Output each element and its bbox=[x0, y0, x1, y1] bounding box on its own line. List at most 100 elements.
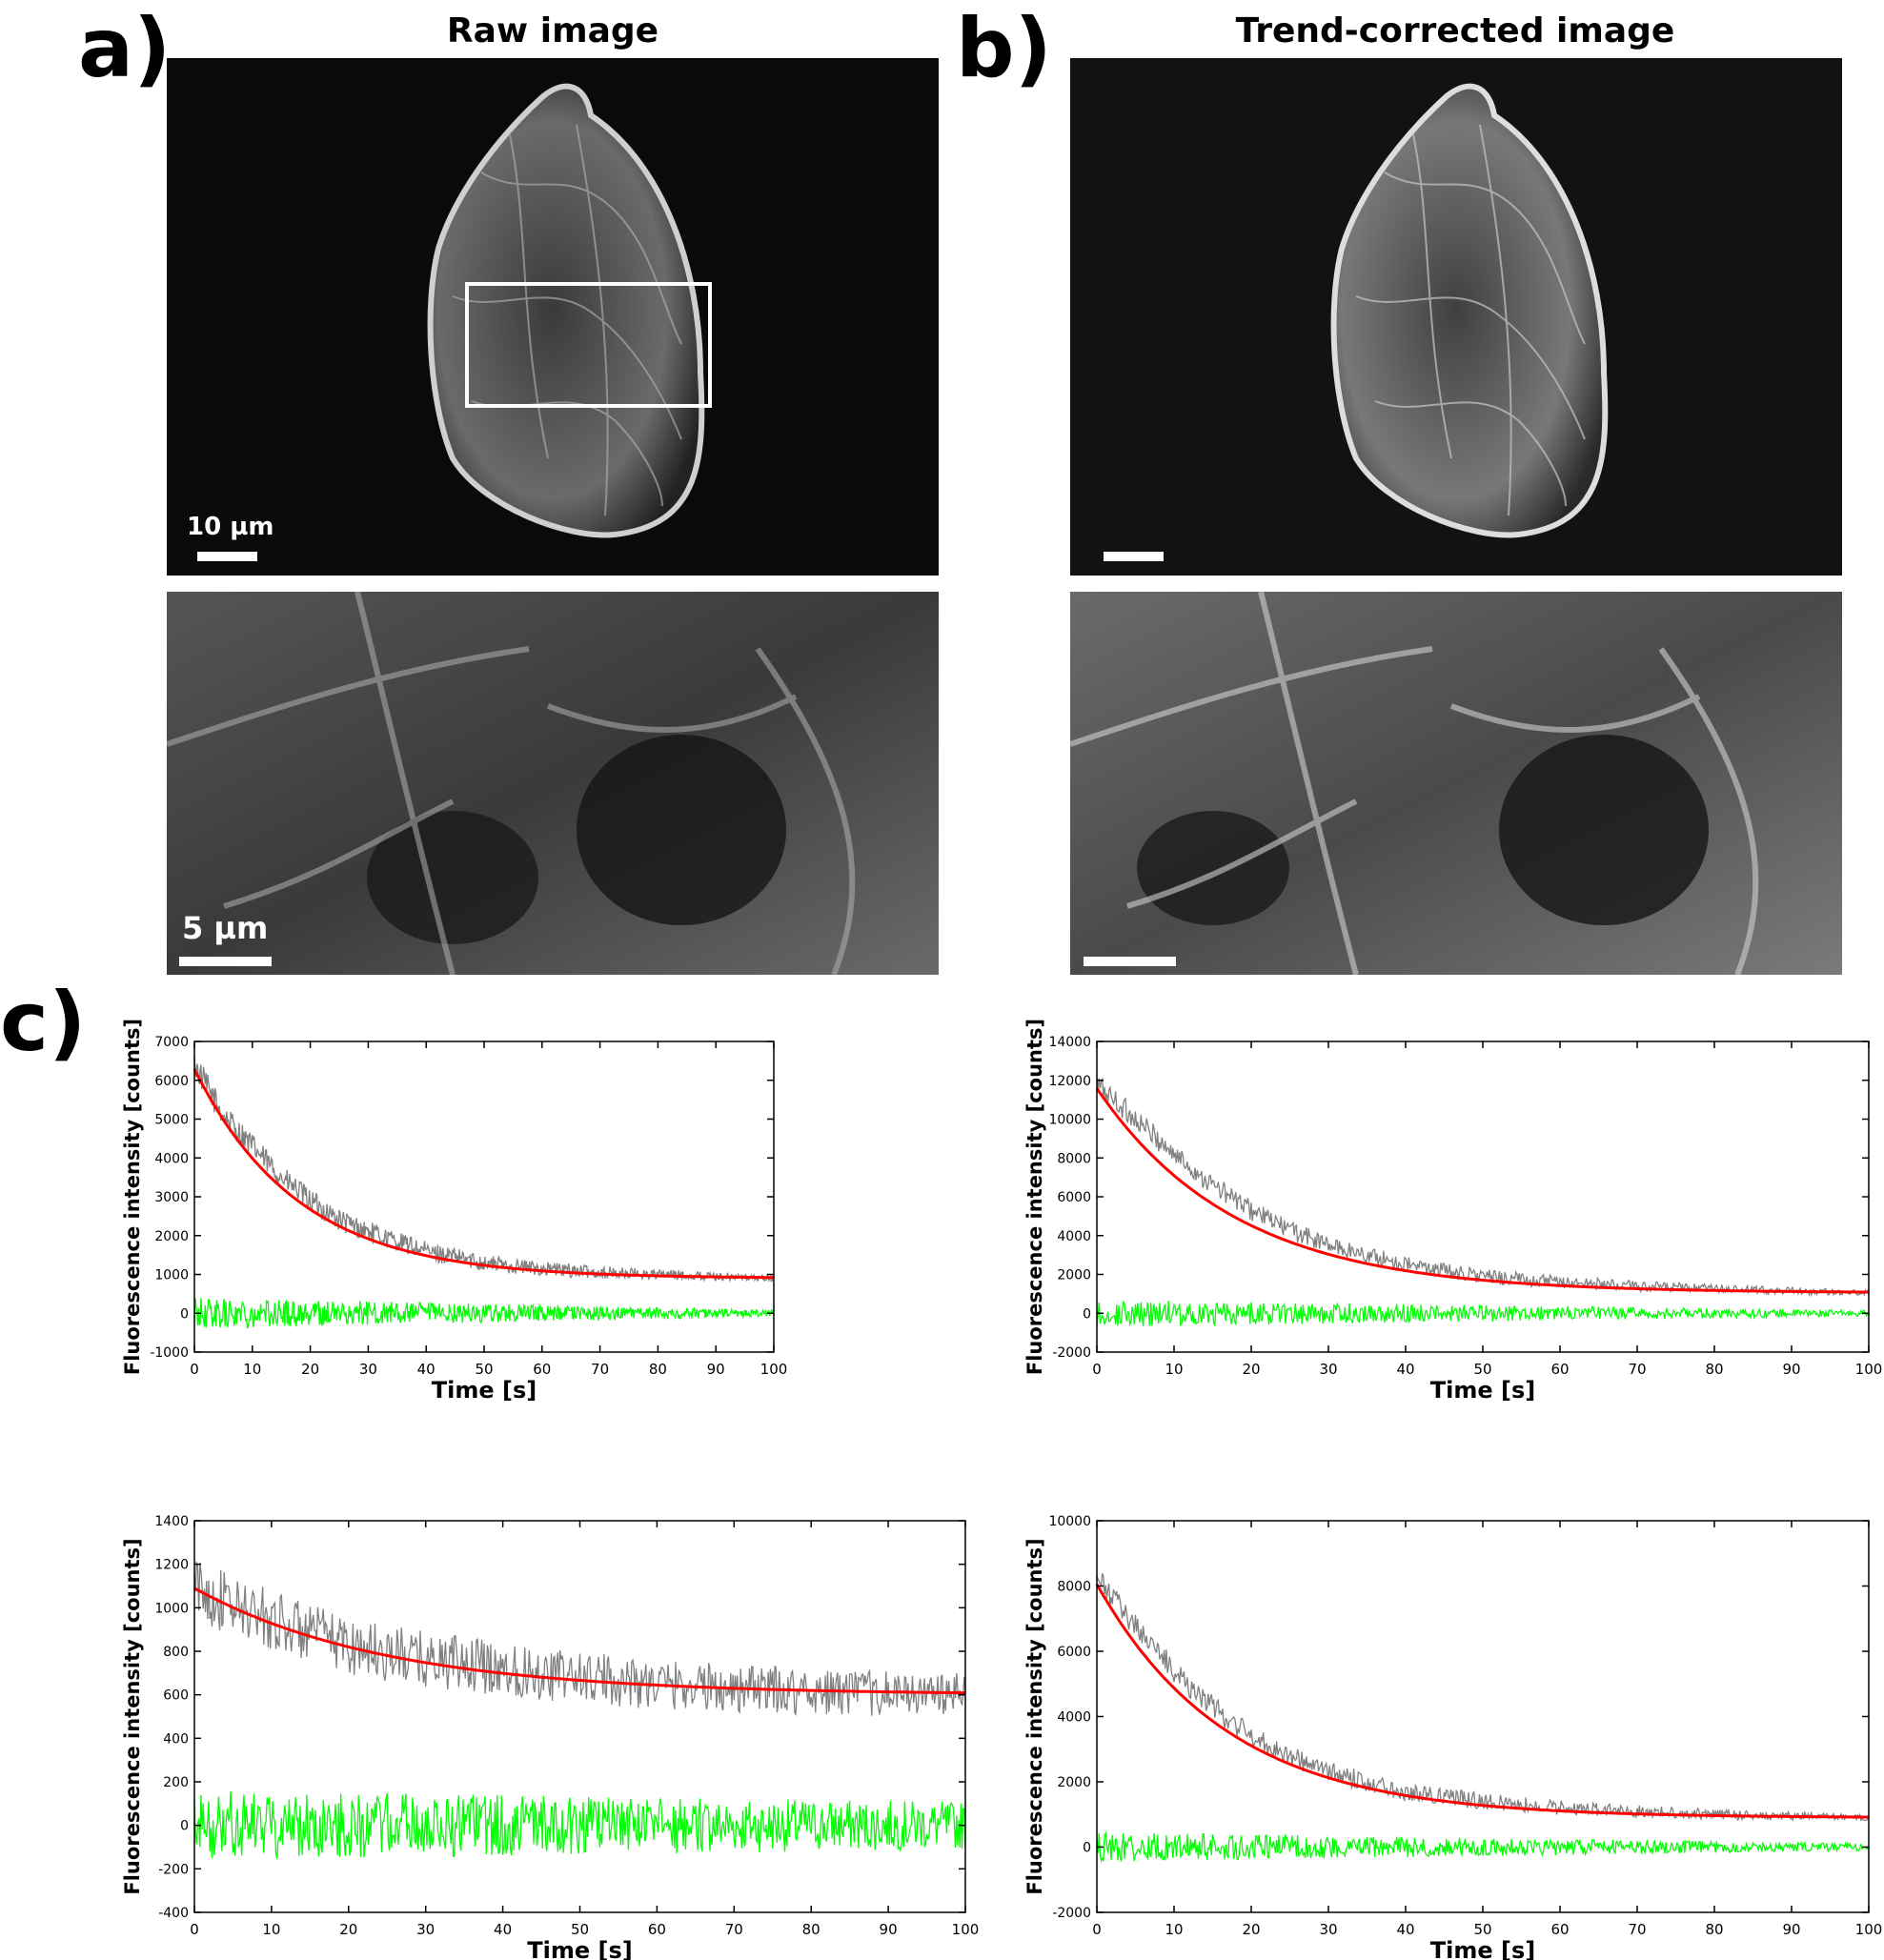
residual-trace bbox=[1096, 1830, 1870, 1863]
x-tick-label: 60 bbox=[648, 1921, 666, 1938]
x-axis-label: Time [s] bbox=[1430, 1937, 1535, 1960]
plot-frame bbox=[193, 1520, 966, 1913]
y-tick-label: 10000 bbox=[1048, 1514, 1091, 1529]
x-tick-label: 80 bbox=[802, 1921, 820, 1938]
y-tick-label: 4000 bbox=[154, 1151, 189, 1166]
raw-image-title: Raw image bbox=[446, 11, 659, 51]
y-tick-label: 4000 bbox=[1057, 1710, 1091, 1726]
x-tick-label: 70 bbox=[725, 1921, 743, 1938]
raw-trace bbox=[193, 1055, 775, 1283]
y-tick-label: 1200 bbox=[154, 1558, 189, 1573]
x-tick-label: 50 bbox=[475, 1361, 493, 1378]
x-tick-label: 40 bbox=[494, 1921, 512, 1938]
x-tick-label: 0 bbox=[190, 1921, 199, 1938]
y-tick-label: 0 bbox=[180, 1819, 189, 1834]
y-tick-label: 400 bbox=[163, 1731, 189, 1747]
y-axis-label: Fluorescence intensity [counts] bbox=[1023, 1019, 1046, 1375]
x-tick-label: 40 bbox=[1396, 1361, 1414, 1378]
y-tick-label: 4000 bbox=[1057, 1229, 1091, 1244]
y-tick-label: 800 bbox=[163, 1645, 189, 1660]
fit-curve bbox=[193, 1586, 965, 1695]
y-tick-label: 0 bbox=[1083, 1841, 1091, 1856]
y-tick-label: 2000 bbox=[1057, 1775, 1091, 1790]
x-tick-label: 100 bbox=[1855, 1361, 1883, 1378]
y-tick-label: 5000 bbox=[154, 1113, 189, 1128]
x-tick-label: 30 bbox=[359, 1361, 377, 1378]
x-tick-label: 70 bbox=[1628, 1361, 1646, 1378]
x-tick-label: 30 bbox=[1319, 1921, 1337, 1938]
residual-trace bbox=[193, 1298, 775, 1329]
y-tick-label: 6000 bbox=[1057, 1645, 1091, 1660]
x-axis-label: Time [s] bbox=[1430, 1377, 1535, 1404]
x-tick-label: 10 bbox=[262, 1921, 280, 1938]
x-tick-label: 30 bbox=[1319, 1361, 1337, 1378]
x-tick-label: 90 bbox=[880, 1921, 898, 1938]
y-tick-label: -400 bbox=[158, 1906, 189, 1921]
trend-corrected-overview-image bbox=[1070, 58, 1842, 576]
plot-frame bbox=[1096, 1520, 1870, 1913]
trend-corrected-title: Trend-corrected image bbox=[1235, 11, 1675, 51]
x-tick-label: 10 bbox=[243, 1361, 261, 1378]
x-tick-label: 0 bbox=[190, 1361, 199, 1378]
y-tick-label: 14000 bbox=[1048, 1035, 1091, 1050]
residual-trace bbox=[1096, 1300, 1870, 1327]
raw-trace bbox=[1096, 1077, 1870, 1298]
y-tick-label: -2000 bbox=[1052, 1906, 1091, 1921]
x-tick-label: 20 bbox=[1242, 1361, 1260, 1378]
x-tick-label: 40 bbox=[1396, 1921, 1414, 1938]
y-tick-label: 1000 bbox=[154, 1601, 189, 1616]
y-tick-label: 8000 bbox=[1057, 1151, 1091, 1166]
y-tick-label: 2000 bbox=[1057, 1268, 1091, 1283]
x-tick-label: 50 bbox=[571, 1921, 589, 1938]
x-tick-label: 50 bbox=[1473, 1361, 1491, 1378]
scale-bar-10um bbox=[197, 552, 257, 561]
x-tick-label: 90 bbox=[707, 1361, 725, 1378]
x-tick-label: 40 bbox=[417, 1361, 436, 1378]
y-tick-label: -2000 bbox=[1052, 1345, 1091, 1361]
y-tick-label: 6000 bbox=[154, 1074, 189, 1089]
raw-zoom-image bbox=[167, 592, 939, 975]
x-tick-label: 60 bbox=[533, 1361, 551, 1378]
y-tick-label: 600 bbox=[163, 1688, 189, 1704]
y-tick-label: 200 bbox=[163, 1775, 189, 1790]
x-tick-label: 20 bbox=[1242, 1921, 1260, 1938]
y-tick-label: 3000 bbox=[154, 1190, 189, 1205]
plot-frame bbox=[193, 1041, 775, 1353]
scale-label-10um: 10 µm bbox=[187, 513, 274, 541]
residual-trace bbox=[193, 1790, 966, 1859]
x-tick-label: 0 bbox=[1092, 1361, 1102, 1378]
y-axis-label: Fluorescence intensity [counts] bbox=[121, 1019, 144, 1375]
y-tick-label: 0 bbox=[180, 1306, 189, 1322]
y-axis-label: Fluorescence intensity [counts] bbox=[121, 1538, 144, 1894]
y-tick-label: 7000 bbox=[154, 1035, 189, 1050]
y-tick-label: 1000 bbox=[154, 1268, 189, 1283]
plot-frame bbox=[1096, 1041, 1870, 1353]
raw-overview-image bbox=[167, 58, 939, 576]
x-tick-label: 70 bbox=[591, 1361, 609, 1378]
x-tick-label: 50 bbox=[1473, 1921, 1491, 1938]
y-axis-label: Fluorescence intensity [counts] bbox=[1023, 1538, 1046, 1894]
y-tick-label: 2000 bbox=[154, 1229, 189, 1244]
x-tick-label: 100 bbox=[952, 1921, 980, 1938]
trend-corrected-zoom-image bbox=[1070, 592, 1842, 975]
panel-label-b: b) bbox=[956, 1, 1052, 96]
x-tick-label: 10 bbox=[1165, 1361, 1183, 1378]
x-axis-label: Time [s] bbox=[432, 1377, 537, 1404]
x-tick-label: 80 bbox=[1705, 1361, 1723, 1378]
scale-bar-zoom-b bbox=[1084, 957, 1176, 966]
panel-label-a: a) bbox=[78, 1, 172, 96]
y-tick-label: -200 bbox=[158, 1862, 189, 1877]
x-tick-label: 80 bbox=[1705, 1921, 1723, 1938]
x-tick-label: 60 bbox=[1550, 1361, 1569, 1378]
raw-trace bbox=[193, 1562, 966, 1717]
x-tick-label: 80 bbox=[649, 1361, 667, 1378]
raw-trace bbox=[1096, 1573, 1870, 1822]
y-tick-label: 8000 bbox=[1057, 1580, 1091, 1595]
y-tick-label: 12000 bbox=[1048, 1074, 1091, 1089]
scale-bar-5um bbox=[179, 957, 272, 966]
x-tick-label: 100 bbox=[760, 1361, 788, 1378]
x-axis-label: Time [s] bbox=[527, 1937, 632, 1960]
fit-curve bbox=[1095, 1583, 1869, 1819]
y-tick-label: 0 bbox=[1083, 1306, 1091, 1322]
x-tick-label: 20 bbox=[301, 1361, 319, 1378]
